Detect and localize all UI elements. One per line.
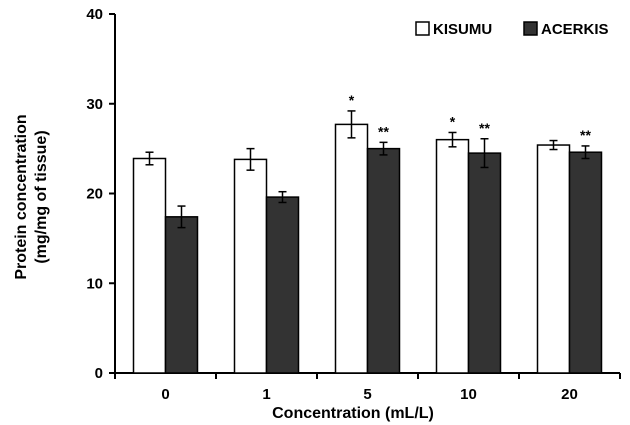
y-tick-label: 20 bbox=[86, 186, 103, 203]
bar-kisumu-1 bbox=[233, 158, 268, 374]
legend-label-kisumu: KISUMU bbox=[433, 21, 492, 38]
legend-swatch-acerkis bbox=[523, 21, 538, 36]
significance-marker: * bbox=[349, 92, 355, 108]
legend: KISUMU ACERKIS bbox=[415, 21, 609, 38]
bar-series bbox=[132, 123, 603, 374]
bar-acerkis-0 bbox=[164, 216, 199, 374]
significance-marker: * bbox=[450, 113, 456, 129]
error-bars bbox=[145, 110, 590, 229]
bar-acerkis-1 bbox=[265, 196, 300, 374]
x-tick-label: 1 bbox=[262, 386, 270, 403]
x-tick-label: 10 bbox=[460, 386, 477, 403]
bar-kisumu-0 bbox=[132, 157, 167, 374]
y-tick-label: 0 bbox=[95, 365, 103, 382]
x-axis-ticks: 0 1 5 10 20 bbox=[114, 373, 621, 403]
y-tick-label: 40 bbox=[86, 6, 103, 23]
significance-markers: **** ** ** bbox=[349, 92, 592, 143]
x-tick-label: 5 bbox=[363, 386, 371, 403]
x-tick-label: 20 bbox=[561, 386, 578, 403]
y-axis-title-line1: Protein concentration bbox=[13, 114, 30, 279]
x-axis-title: Concentration (mL/L) bbox=[272, 405, 434, 422]
x-tick-label: 0 bbox=[161, 386, 169, 403]
y-tick-label: 30 bbox=[86, 96, 103, 113]
y-axis-ticks: 0 10 20 30 40 bbox=[86, 6, 115, 382]
y-axis-title-line2: (mg/mg of tissue) bbox=[33, 130, 50, 263]
legend-swatch-kisumu bbox=[415, 21, 430, 36]
bar-acerkis-10 bbox=[467, 152, 502, 374]
bar-kisumu-10 bbox=[435, 138, 470, 374]
significance-marker: ** bbox=[580, 127, 591, 143]
y-tick-label: 10 bbox=[86, 275, 103, 292]
bar-acerkis-5 bbox=[366, 147, 401, 374]
bar-kisumu-20 bbox=[536, 144, 571, 374]
bar-acerkis-20 bbox=[568, 151, 603, 374]
bar-kisumu-5 bbox=[334, 123, 369, 374]
significance-marker: ** bbox=[378, 123, 389, 139]
significance-marker: ** bbox=[479, 120, 490, 136]
legend-label-acerkis: ACERKIS bbox=[541, 21, 609, 38]
